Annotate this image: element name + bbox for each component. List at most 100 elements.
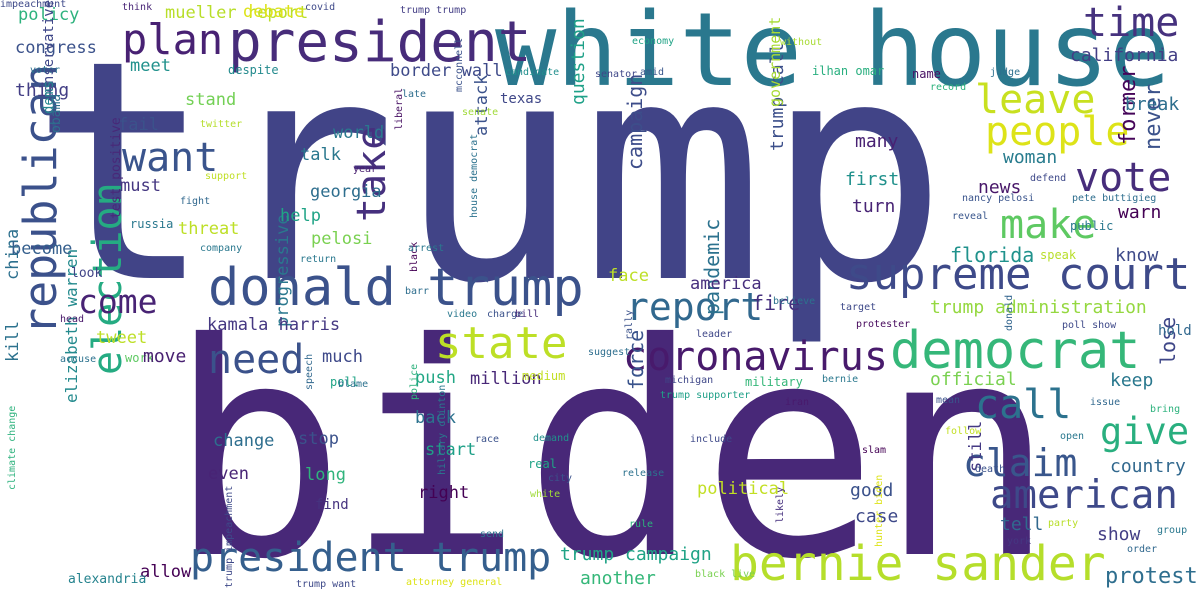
word-political: political (697, 479, 790, 499)
word-covid: covid (305, 2, 336, 13)
word-poll-show: poll show (1062, 320, 1117, 331)
word-threat: threat (178, 219, 240, 239)
word-group: group (1157, 525, 1188, 536)
word-democrat: democrat (890, 321, 1141, 381)
word-fire: fire (752, 291, 801, 315)
word-attorney-general: attorney general (406, 577, 503, 588)
word-fight: fight (180, 196, 211, 207)
word-debate: debate (243, 2, 305, 22)
word-find: find (315, 497, 349, 513)
word-think: think (122, 2, 153, 13)
word-without: without (780, 37, 823, 48)
word-stop: stop (298, 429, 339, 449)
word-kill: kill (3, 321, 23, 362)
word-order: order (1127, 544, 1158, 555)
word-bernie: bernie (822, 374, 859, 385)
word-impeachment: impeachment (0, 0, 67, 10)
word-woman: woman (1003, 147, 1058, 168)
word-help: help (280, 206, 321, 226)
word-american: american (990, 473, 1178, 518)
word-talk: talk (300, 145, 341, 165)
word-support: support (205, 171, 248, 182)
word-vote: vote (1075, 155, 1172, 201)
word-america: america (690, 274, 762, 294)
word-issue: issue (1090, 397, 1121, 408)
word-tell: tell (1000, 514, 1044, 535)
word-claim: claim (963, 441, 1078, 485)
word-name: name (912, 67, 941, 81)
word-defend: defend (1030, 173, 1067, 184)
word-follow: follow (945, 426, 982, 437)
word-thing: thing (15, 80, 70, 101)
word-country: country (1110, 456, 1186, 477)
word-mean: mean (936, 395, 961, 406)
word-many: many (855, 131, 899, 152)
word-congress: congress (15, 38, 97, 58)
word-slam: slam (862, 445, 887, 456)
word-judge: judge (990, 67, 1021, 78)
word-hold: hold (1158, 323, 1192, 339)
word-world: world (333, 123, 385, 143)
word-leader: leader (696, 329, 733, 340)
word-city: city (548, 473, 573, 484)
word-much: much (322, 347, 363, 367)
word-death: death (975, 464, 1006, 475)
word-open: open (1060, 431, 1085, 442)
word-government: government (766, 16, 784, 107)
word-kamala-harris: kamala harris (207, 315, 341, 335)
word-trump-supporter: trump supporter (660, 390, 751, 401)
word-return: return (300, 254, 337, 265)
word-president-trump: president trump (190, 535, 552, 581)
word-allow: allow (140, 562, 192, 582)
word-release: release (622, 468, 665, 479)
word-hillary-clinton: hillary clinton (437, 384, 448, 475)
word-charge: charge (487, 309, 524, 320)
word-despite: despite (228, 63, 279, 77)
word-senate: senate (462, 107, 499, 118)
word-head: head (60, 314, 85, 325)
word-demand: demand (533, 433, 570, 444)
word-california: california (1070, 45, 1179, 66)
word-bring: bring (1150, 404, 1181, 415)
word-speech: speech (304, 353, 315, 390)
word-late: late (402, 89, 427, 100)
word-twitter: twitter (200, 119, 243, 130)
word-case: case (855, 506, 899, 527)
word-turn: turn (852, 196, 896, 217)
word-meet: meet (130, 56, 171, 76)
word-protester: protester (856, 319, 911, 330)
word-trump: trump (30, 0, 949, 350)
word-liberal: liberal (394, 87, 405, 130)
word-good: good (850, 480, 894, 501)
word-suggest: suggest (588, 347, 631, 358)
word-right: right (418, 483, 470, 503)
word-biden: biden (168, 280, 1057, 600)
word-senator: senator (595, 69, 638, 80)
word-policy: policy (18, 5, 80, 25)
word-poll: poll (330, 375, 359, 389)
word-year: year (353, 164, 378, 175)
word-leave: leave (975, 77, 1096, 123)
word-medium: medium (522, 369, 566, 383)
word-climate-change: climate change (7, 405, 18, 490)
word-nancy-pelosi: nancy pelosi (962, 193, 1035, 204)
word-bernie-sander: bernie sander (730, 536, 1106, 592)
word-mueller-report: mueller report (165, 3, 309, 23)
word-florida: florida (950, 243, 1035, 267)
word-texas: texas (500, 91, 543, 107)
word-police: police (409, 363, 420, 400)
word-arrest: arrest (408, 243, 445, 254)
word-alexandria: alexandria (68, 572, 147, 587)
word-make: make (1000, 202, 1097, 248)
word-rule: rule (629, 519, 654, 530)
word-call: call (975, 382, 1072, 428)
word-people: people (985, 109, 1130, 155)
word-another: another (580, 568, 656, 589)
word-michigan: michigan (665, 375, 714, 386)
word-include: include (690, 434, 733, 445)
word-iran: iran (785, 397, 810, 408)
word-become: become (11, 239, 73, 259)
word-trump-administration: trump administration (930, 297, 1147, 318)
word-move: move (143, 346, 187, 367)
word-million: million (470, 369, 542, 389)
